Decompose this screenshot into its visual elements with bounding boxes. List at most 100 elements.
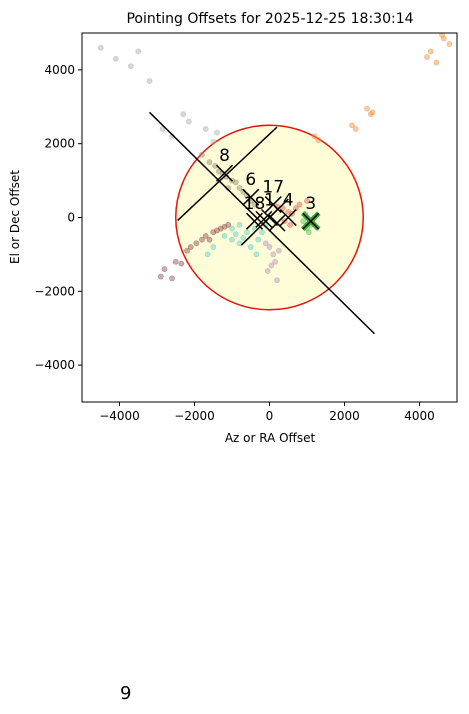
data-point — [229, 236, 235, 243]
series-3 — [204, 221, 269, 258]
data-point — [214, 129, 220, 136]
data-point — [206, 236, 213, 243]
data-point — [97, 44, 104, 51]
data-point — [210, 244, 217, 250]
data-point — [202, 233, 209, 239]
data-point — [296, 201, 303, 208]
data-point — [112, 55, 119, 62]
marker-x — [302, 212, 320, 230]
y-tick-label: 4000 — [44, 63, 75, 77]
data-point — [287, 221, 294, 228]
data-point — [178, 260, 185, 267]
data-point — [135, 48, 142, 55]
marker-5: 3 — [300, 194, 321, 231]
data-point — [169, 275, 175, 282]
data-point — [270, 251, 277, 258]
data-point — [232, 231, 239, 238]
x-tick-label: 2000 — [329, 409, 360, 423]
marker-label: 3 — [305, 194, 316, 214]
data-point — [369, 109, 376, 116]
marker-0: 8 — [215, 146, 234, 182]
data-point — [184, 247, 190, 254]
y-tick-label: 2000 — [44, 137, 75, 151]
data-point — [202, 126, 209, 132]
data-point — [204, 251, 211, 258]
data-point — [127, 63, 134, 70]
data-point — [274, 277, 280, 284]
data-point — [275, 247, 282, 254]
data-point — [232, 179, 239, 186]
data-point — [255, 236, 262, 243]
data-point — [199, 236, 205, 243]
data-point — [439, 33, 445, 38]
data-point — [264, 268, 271, 274]
marker-label: 4 — [283, 191, 294, 211]
data-point — [193, 240, 200, 247]
marker-2: 17 — [262, 178, 284, 214]
data-point — [440, 35, 447, 42]
data-point — [172, 258, 179, 265]
data-point — [272, 258, 279, 265]
data-point — [225, 221, 232, 228]
data-point — [146, 78, 153, 84]
plot-area: 86 171 4 3 18 — [97, 33, 453, 335]
data-point — [206, 159, 213, 166]
data-point — [247, 244, 254, 250]
data-point — [253, 251, 260, 258]
data-point — [244, 229, 250, 236]
data-point — [221, 233, 228, 239]
data-point — [349, 122, 355, 129]
data-point — [259, 229, 265, 236]
data-point — [446, 41, 453, 47]
marker-1: 6 — [242, 170, 260, 206]
data-point — [364, 105, 370, 112]
data-point — [210, 138, 217, 145]
y-axis-label: El or Dec Offset — [8, 170, 22, 264]
data-point — [433, 59, 440, 66]
marker-8 — [268, 214, 286, 232]
x-tick-label: 0 — [266, 409, 274, 423]
series-4 — [262, 240, 282, 284]
data-point — [240, 234, 247, 241]
data-point — [180, 111, 187, 118]
data-point — [305, 229, 312, 236]
data-point — [187, 244, 194, 250]
data-point — [236, 221, 243, 228]
marker-7 — [255, 210, 273, 228]
axis-line-0 — [148, 111, 376, 335]
y-tick-label: 0 — [67, 211, 75, 225]
data-point — [352, 126, 359, 132]
marker-x — [268, 214, 286, 232]
marker-x — [279, 208, 297, 227]
y-tick-label: −4000 — [34, 358, 75, 372]
data-point — [262, 240, 269, 247]
y-axis-ticks: −4000 −2000 0 2000 4000 — [34, 63, 82, 372]
data-point — [199, 151, 205, 158]
series-5 — [311, 33, 453, 143]
stray-marker-label: 9 — [120, 683, 132, 704]
series-2 — [157, 221, 232, 282]
y-tick-label: −2000 — [34, 284, 75, 298]
marker-x — [260, 208, 279, 227]
data-point — [159, 126, 166, 132]
data-point — [424, 54, 430, 60]
marker-3: 1 — [260, 191, 279, 227]
marker-label: 1 — [264, 191, 275, 211]
data-point — [266, 244, 273, 250]
marker-label: 17 — [262, 178, 284, 198]
data-point — [427, 48, 434, 55]
marker-x — [255, 210, 273, 228]
data-point — [300, 218, 307, 225]
data-point — [236, 240, 243, 247]
chart-title: Pointing Offsets for 2025-12-25 18:30:14 — [126, 11, 413, 27]
data-point — [185, 118, 192, 125]
data-point — [315, 137, 322, 143]
data-point — [247, 197, 254, 204]
data-point — [304, 197, 310, 204]
data-point — [236, 185, 243, 191]
x-axis-ticks: −4000 −2000 0 2000 4000 — [99, 402, 435, 423]
marker-label: 6 — [245, 170, 256, 190]
series-0 — [97, 44, 220, 145]
x-axis-label: Az or RA Offset — [225, 431, 316, 445]
